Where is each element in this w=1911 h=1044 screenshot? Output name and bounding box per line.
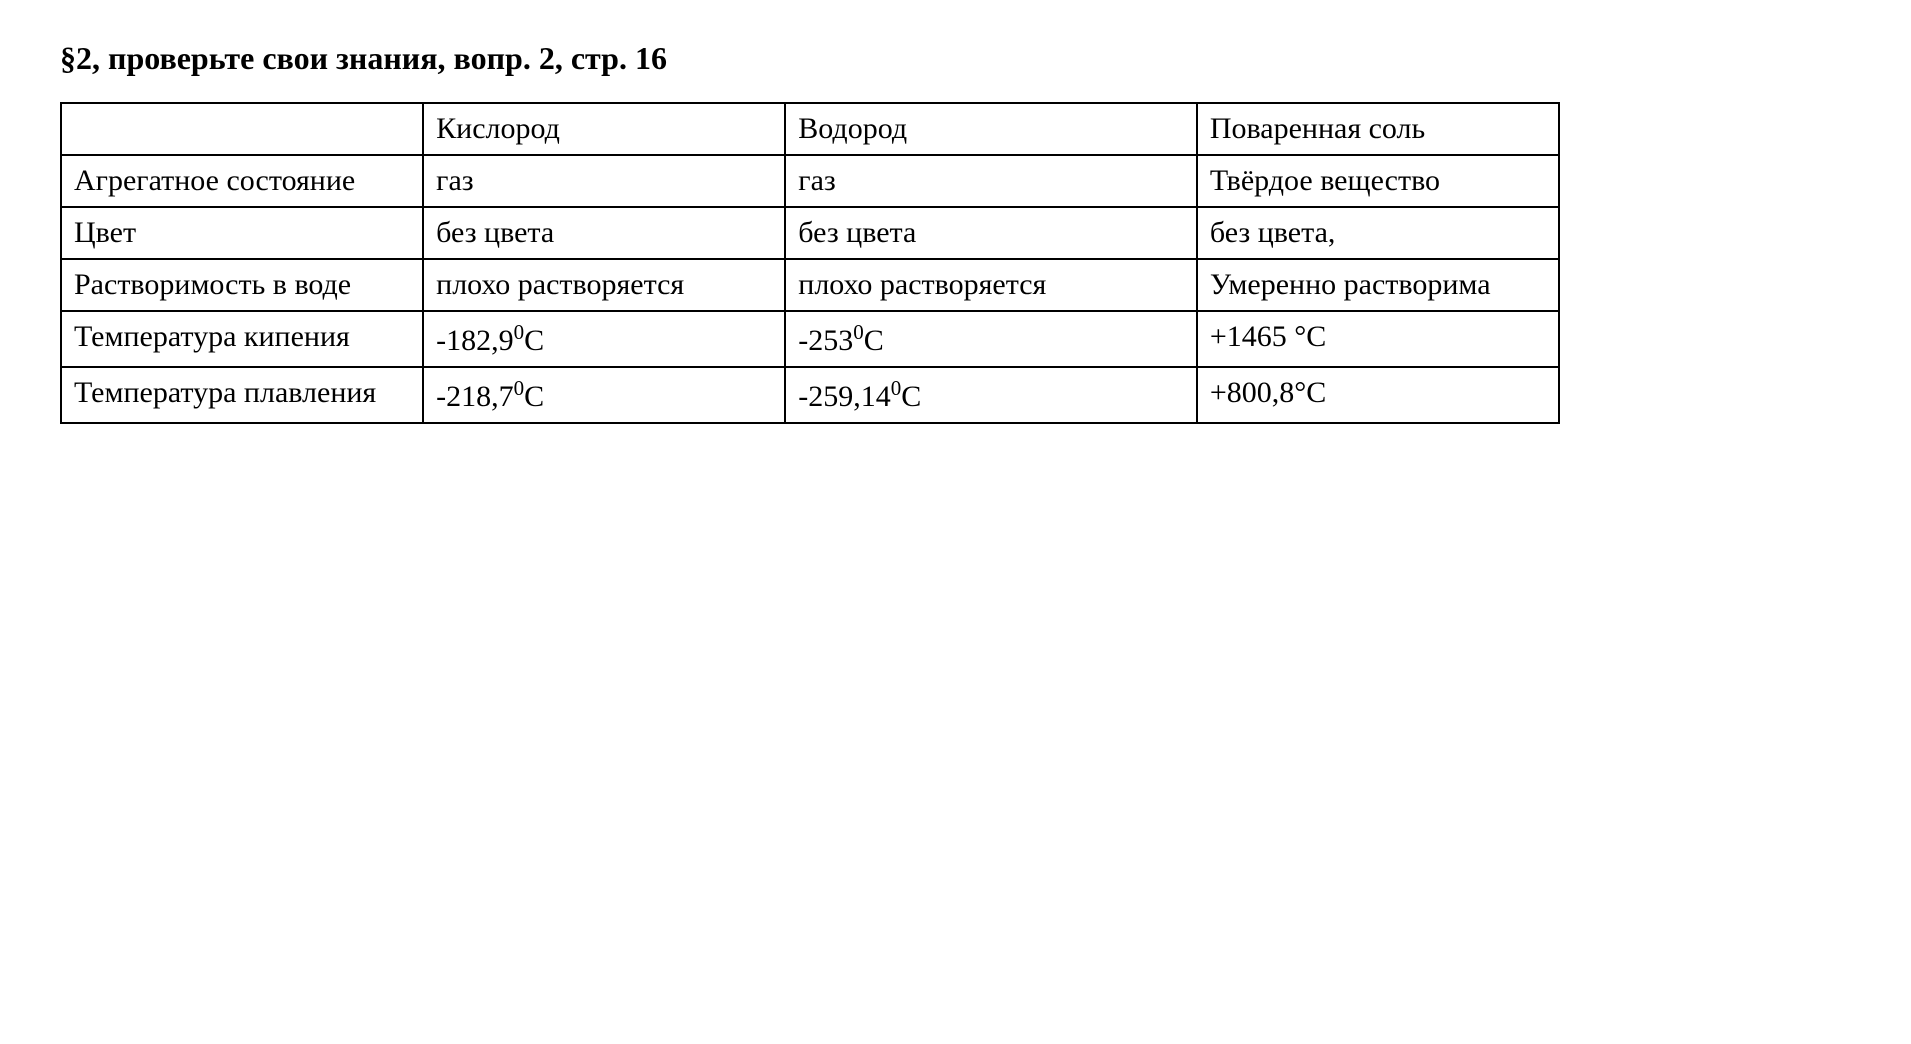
cell-salt: Твёрдое вещество	[1197, 155, 1559, 207]
row-label: Температура кипения	[61, 311, 423, 367]
table-row: Цвет без цвета без цвета без цвета,	[61, 207, 1559, 259]
row-label: Цвет	[61, 207, 423, 259]
row-label: Растворимость в воде	[61, 259, 423, 311]
cell-oxygen: -182,90С	[423, 311, 785, 367]
table-row: Температура кипения -182,90С -2530С +146…	[61, 311, 1559, 367]
table-row: Растворимость в воде плохо растворяется …	[61, 259, 1559, 311]
cell-oxygen: -218,70С	[423, 367, 785, 423]
properties-table: Кислород Водород Поваренная соль Агрегат…	[60, 102, 1560, 424]
cell-oxygen: плохо растворяется	[423, 259, 785, 311]
header-cell-oxygen: Кислород	[423, 103, 785, 155]
header-cell-salt: Поваренная соль	[1197, 103, 1559, 155]
cell-salt: +1465 °C	[1197, 311, 1559, 367]
row-label: Температура плавления	[61, 367, 423, 423]
cell-salt: +800,8°C	[1197, 367, 1559, 423]
cell-oxygen: газ	[423, 155, 785, 207]
table-row: Агрегатное состояние газ газ Твёрдое вещ…	[61, 155, 1559, 207]
header-cell-hydrogen: Водород	[785, 103, 1197, 155]
cell-hydrogen: газ	[785, 155, 1197, 207]
row-label: Агрегатное состояние	[61, 155, 423, 207]
table-row: Температура плавления -218,70С -259,140С…	[61, 367, 1559, 423]
cell-hydrogen: -259,140С	[785, 367, 1197, 423]
cell-hydrogen: плохо растворяется	[785, 259, 1197, 311]
cell-oxygen: без цвета	[423, 207, 785, 259]
header-cell-empty	[61, 103, 423, 155]
cell-hydrogen: -2530С	[785, 311, 1197, 367]
cell-hydrogen: без цвета	[785, 207, 1197, 259]
cell-salt: Умеренно растворима	[1197, 259, 1559, 311]
cell-salt: без цвета,	[1197, 207, 1559, 259]
document-heading: §2, проверьте свои знания, вопр. 2, стр.…	[60, 40, 1851, 77]
table-header-row: Кислород Водород Поваренная соль	[61, 103, 1559, 155]
